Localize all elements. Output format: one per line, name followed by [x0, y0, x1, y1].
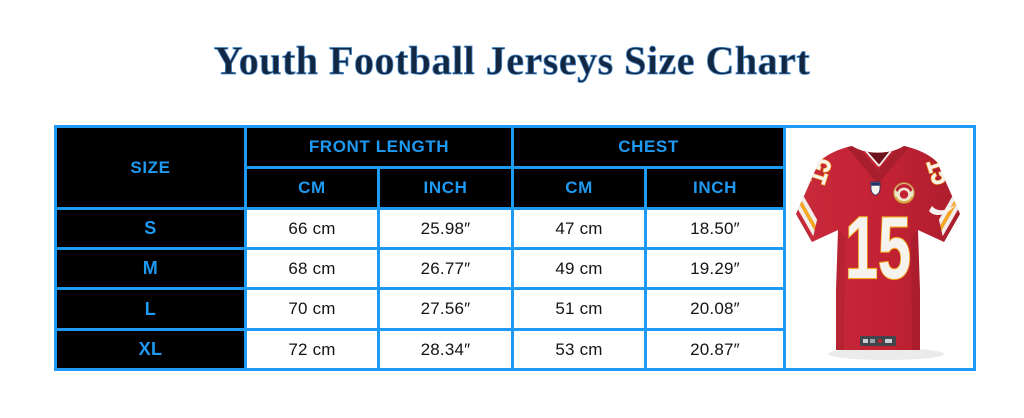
chest-inch-cell: 19.29″ — [644, 247, 787, 290]
front-cm-cell: 66 cm — [244, 207, 380, 250]
front-inch-cell: 26.77″ — [376, 247, 515, 290]
size-cell: L — [54, 287, 247, 331]
header-chest-inch: INCH — [644, 166, 787, 210]
jersey-image: 15 15 — [795, 141, 960, 360]
chest-cm-cell: 53 cm — [511, 328, 648, 371]
left-sleeve-stripes — [796, 191, 817, 236]
size-cell: XL — [54, 328, 247, 371]
chest-inch-cell: 20.08″ — [644, 287, 787, 331]
right-sleeve-stripes — [938, 191, 959, 236]
table-row-m: M 68 cm 26.77″ 49 cm 19.29″ — [54, 247, 975, 290]
header-size: SIZE — [54, 125, 247, 210]
chest-cm-cell: 51 cm — [511, 287, 648, 331]
table-row-s: S 66 cm 25.98″ 47 cm 18.50″ — [54, 207, 975, 250]
jersey-shadow — [827, 347, 944, 360]
front-cm-cell: 68 cm — [244, 247, 380, 290]
chest-cm-cell: 49 cm — [511, 247, 648, 290]
team-patch-icon — [892, 181, 915, 204]
front-cm-cell: 70 cm — [244, 287, 380, 331]
nfl-shield-icon — [870, 181, 880, 196]
header-chest: CHEST — [511, 125, 787, 169]
collar-tag-loop — [874, 141, 882, 146]
table-row-xl: XL 72 cm 28.34″ 53 cm 20.87″ — [54, 328, 975, 371]
front-cm-cell: 72 cm — [244, 328, 380, 371]
jersey-image-cell: 15 15 — [783, 125, 977, 371]
size-cell: M — [54, 247, 247, 290]
header-front-length: FRONT LENGTH — [243, 125, 515, 169]
size-cell: S — [54, 207, 247, 250]
chest-inch-cell: 20.87″ — [644, 328, 787, 371]
chest-inch-cell: 18.50″ — [644, 207, 787, 250]
front-inch-cell: 28.34″ — [376, 328, 515, 371]
size-chart-table: SIZE FRONT LENGTH CHEST — [54, 125, 977, 371]
table-row-l: L 70 cm 27.56″ 51 cm 20.08″ — [54, 287, 975, 331]
jock-tag — [859, 335, 896, 346]
front-inch-cell: 27.56″ — [376, 287, 515, 331]
page-title: Youth Football Jerseys Size Chart — [213, 38, 811, 83]
header-front-inch: INCH — [376, 166, 515, 210]
header-chest-cm: CM — [511, 166, 648, 210]
chest-cm-cell: 47 cm — [511, 207, 648, 250]
swoosh-icon — [928, 203, 956, 215]
jersey-number: 15 — [845, 198, 911, 297]
header-front-cm: CM — [244, 166, 380, 210]
front-inch-cell: 25.98″ — [376, 207, 515, 250]
